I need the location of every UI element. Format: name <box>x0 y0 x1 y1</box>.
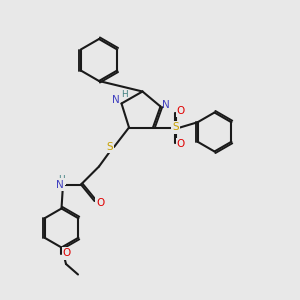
Text: O: O <box>177 139 185 149</box>
Text: N: N <box>162 100 170 110</box>
Text: H: H <box>121 90 128 99</box>
Text: O: O <box>63 248 71 259</box>
Text: N: N <box>56 179 64 190</box>
Text: O: O <box>177 106 185 116</box>
Text: S: S <box>106 142 113 152</box>
Text: S: S <box>172 122 179 133</box>
Text: N: N <box>112 95 120 105</box>
Text: O: O <box>96 197 105 208</box>
Text: H: H <box>58 175 65 184</box>
